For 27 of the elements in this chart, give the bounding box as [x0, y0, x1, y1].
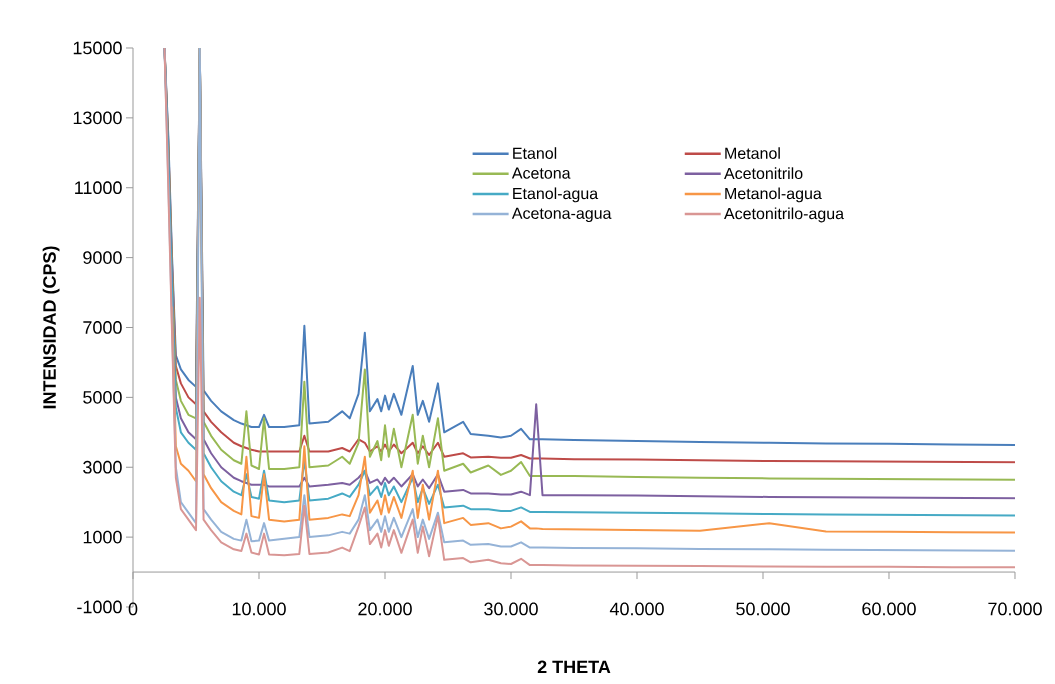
y-tick-label: 3000: [83, 460, 122, 474]
y-tick-label: 1000: [83, 530, 122, 544]
x-tick-label: 50.000: [736, 602, 790, 616]
legend-label: Etanol: [513, 147, 557, 159]
x-tick-label: 40.000: [609, 602, 664, 616]
x-tick-label: 70.000: [988, 602, 1042, 616]
y-tick-label: 15000: [73, 41, 122, 55]
x-axis-title: 2 THETA: [537, 660, 611, 674]
x-tick-label: 0: [128, 602, 138, 616]
y-tick-label: -1000: [77, 600, 122, 614]
y-tick-label: 5000: [83, 390, 122, 404]
legend-label: Acetonitrilo-agua: [724, 207, 845, 223]
y-tick-label: 11000: [75, 181, 122, 195]
y-tick-label: 7000: [83, 321, 122, 334]
x-tick-label: 60.000: [862, 602, 916, 616]
legend-label: Acetona-agua: [511, 207, 612, 223]
y-axis-title: INTENSIDAD (CPS): [42, 246, 60, 409]
x-tick-label: 20.000: [358, 602, 412, 616]
legend-label: Etanol-agua: [513, 187, 599, 203]
legend-label: Acetonitrilo: [724, 167, 803, 180]
y-tick-label: 9000: [83, 251, 122, 264]
legend-label: Acetona: [511, 167, 571, 179]
x-tick-label: 30.000: [484, 602, 538, 616]
x-tick-label: 10.000: [232, 602, 286, 616]
legend-label: Metanol: [725, 147, 780, 159]
y-tick-label: 13000: [73, 111, 122, 125]
legend-label: Metanol-agua: [725, 187, 822, 203]
